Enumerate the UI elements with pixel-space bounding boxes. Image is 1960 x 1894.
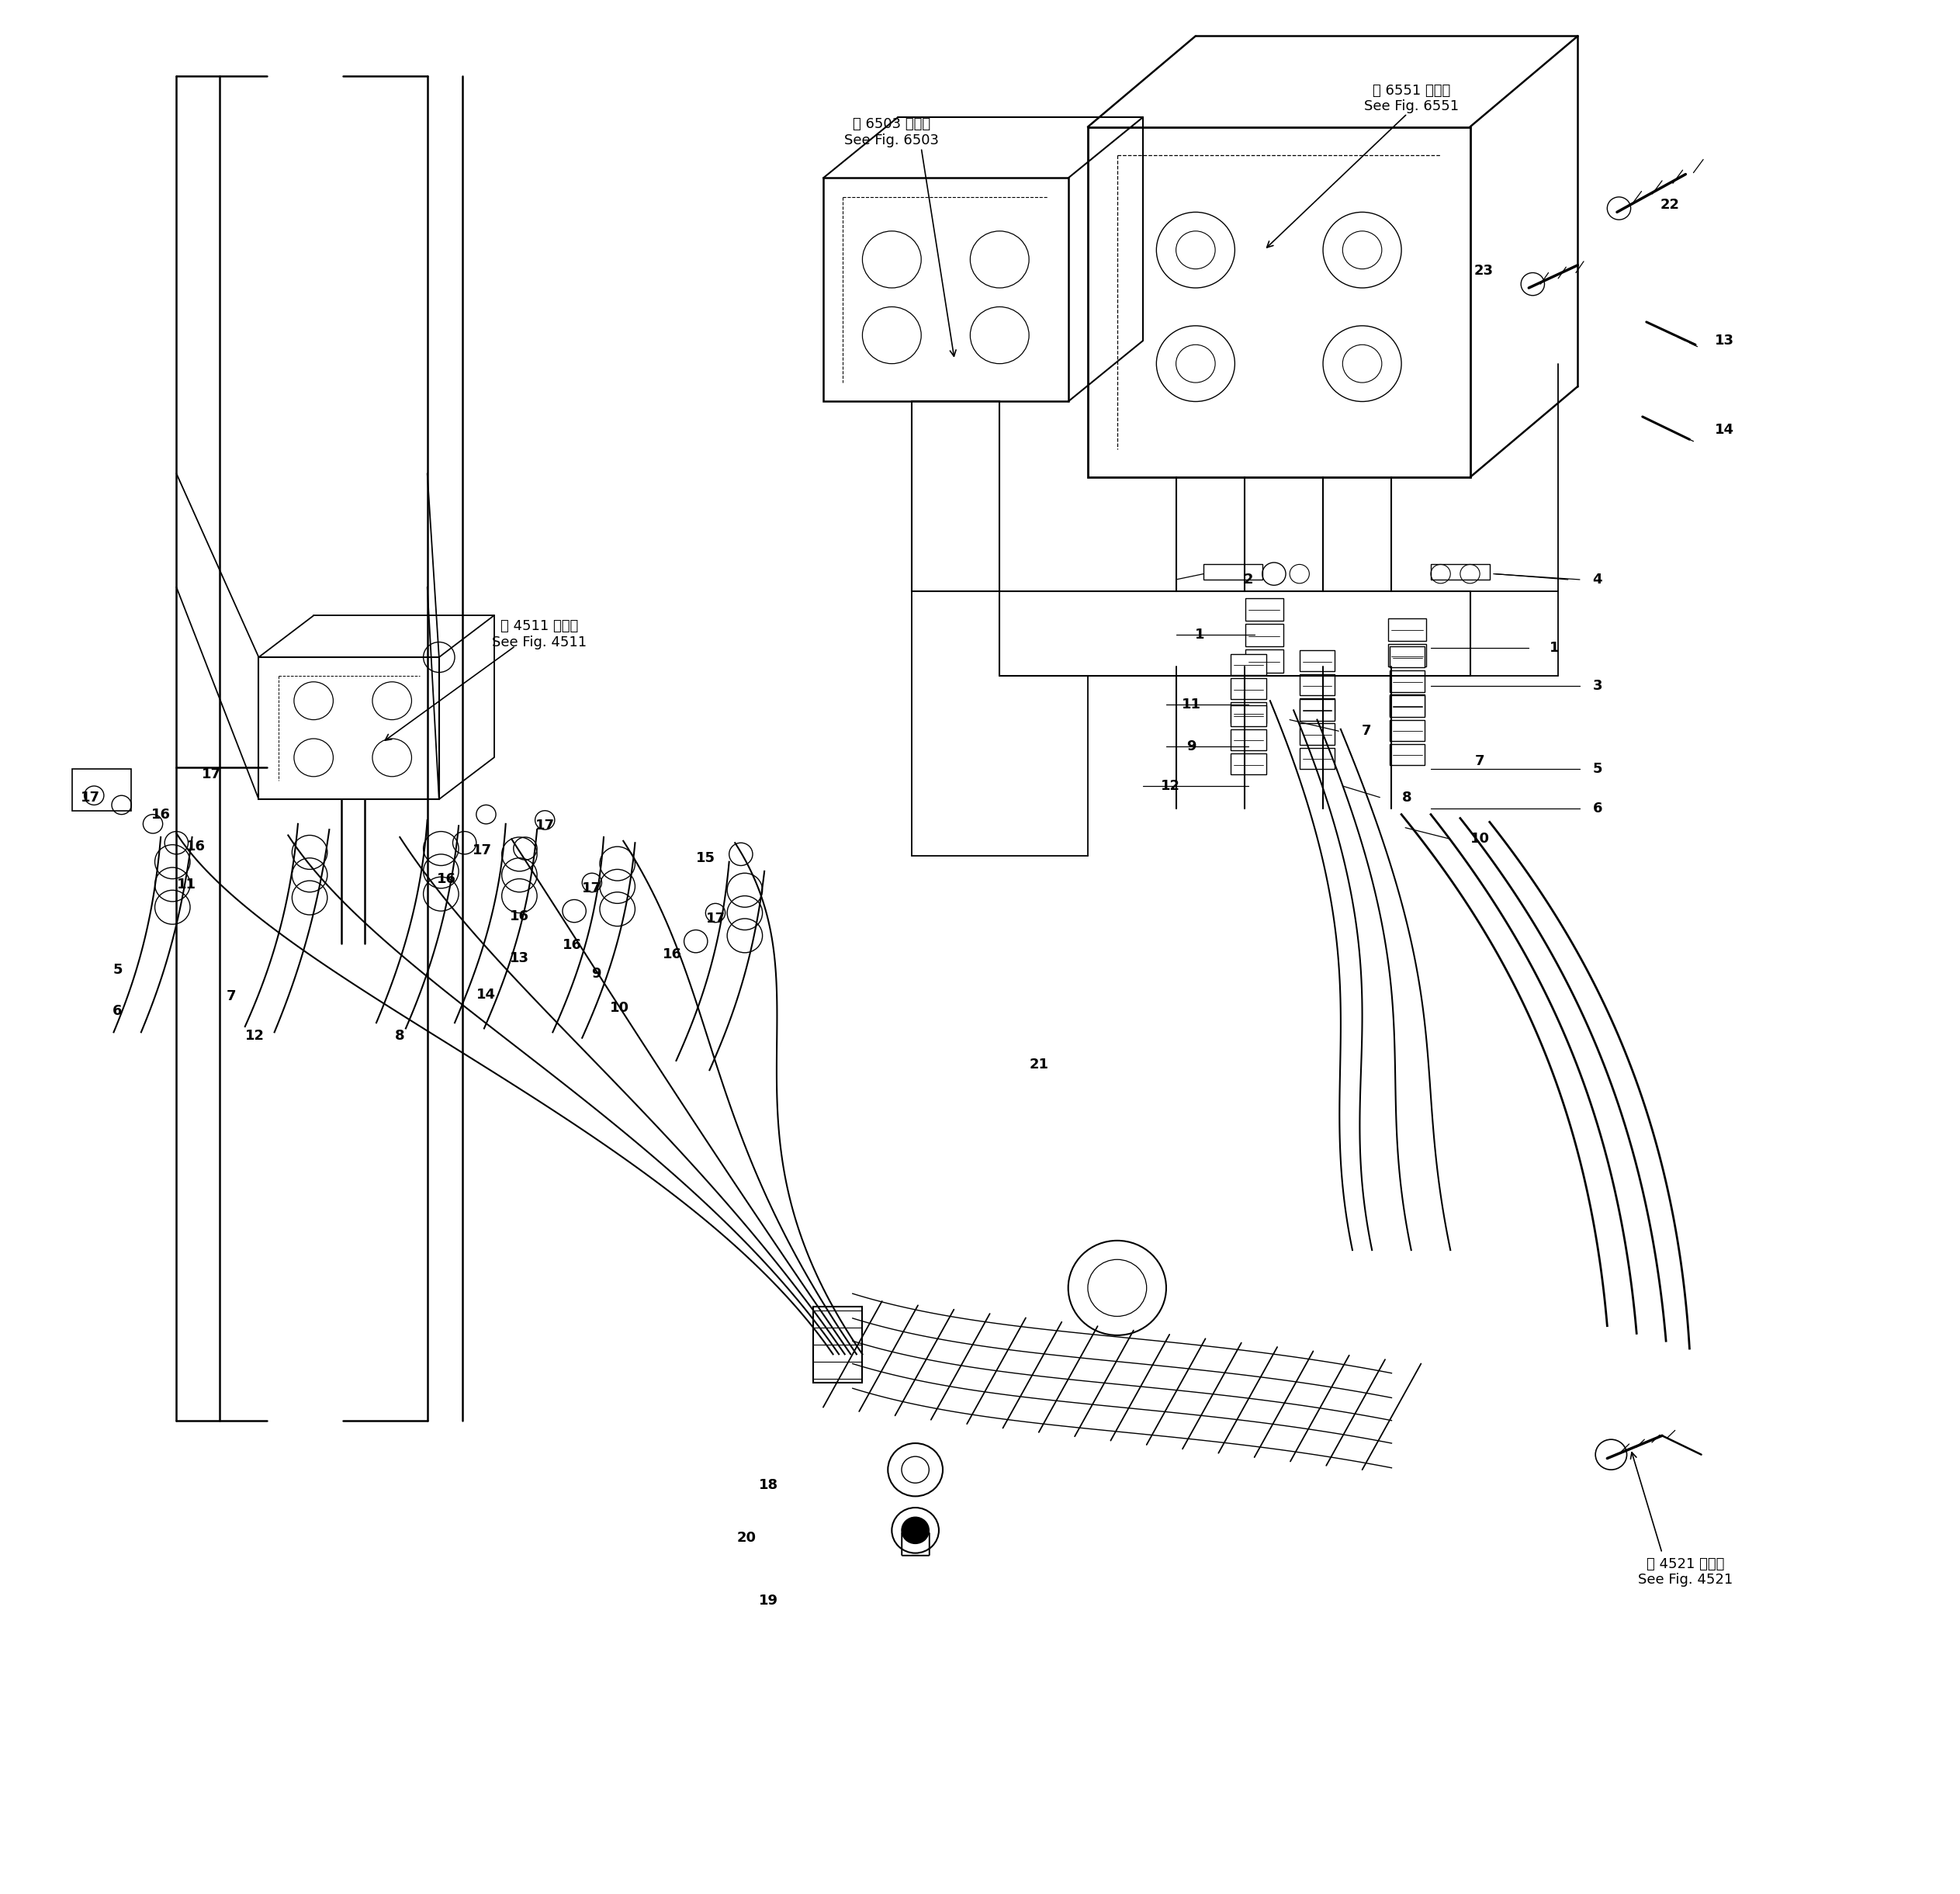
Bar <box>902 1532 929 1555</box>
Text: 第 6503 図参照
See Fig. 6503: 第 6503 図参照 See Fig. 6503 <box>845 117 939 148</box>
Text: 4: 4 <box>1593 572 1601 587</box>
Bar <box>1390 744 1425 765</box>
Text: 第 6551 図参照
See Fig. 6551: 第 6551 図参照 See Fig. 6551 <box>1364 83 1458 114</box>
Text: 12: 12 <box>245 1028 265 1044</box>
Bar <box>1299 724 1335 744</box>
Text: 10: 10 <box>1470 831 1490 847</box>
Text: 16: 16 <box>186 839 206 854</box>
Bar <box>1390 695 1425 716</box>
Text: 8: 8 <box>1403 790 1411 805</box>
Bar <box>813 1307 862 1383</box>
Text: 3: 3 <box>1593 678 1601 693</box>
Bar <box>1388 617 1427 640</box>
Bar <box>1299 674 1335 695</box>
Text: 16: 16 <box>662 947 682 962</box>
Text: 12: 12 <box>1160 778 1180 794</box>
Bar <box>1299 699 1335 720</box>
Text: 20: 20 <box>737 1530 757 1546</box>
Text: 17: 17 <box>80 790 100 805</box>
Bar <box>1388 644 1427 667</box>
Bar <box>1245 599 1284 621</box>
Bar <box>1231 653 1266 676</box>
Text: 13: 13 <box>510 951 529 966</box>
Text: 1: 1 <box>1196 627 1203 642</box>
Text: 1: 1 <box>1550 640 1558 655</box>
Bar <box>902 1532 929 1555</box>
Text: 6: 6 <box>1593 801 1601 816</box>
Bar <box>1390 646 1425 669</box>
Bar <box>1299 650 1335 672</box>
Text: 17: 17 <box>202 767 221 782</box>
Text: 9: 9 <box>592 966 600 981</box>
Text: 18: 18 <box>759 1477 778 1492</box>
Text: 21: 21 <box>1029 1057 1049 1072</box>
Text: 17: 17 <box>472 843 492 858</box>
Bar <box>902 1532 929 1555</box>
Bar <box>902 1532 929 1555</box>
Text: 16: 16 <box>563 938 582 953</box>
Text: 15: 15 <box>696 850 715 866</box>
Bar <box>1390 670 1425 691</box>
Bar <box>1299 699 1335 722</box>
Bar <box>902 1532 929 1555</box>
Text: 13: 13 <box>1715 333 1735 348</box>
Text: 2: 2 <box>1245 572 1252 587</box>
Text: 17: 17 <box>535 818 555 833</box>
Bar <box>73 769 131 811</box>
Bar <box>1231 729 1266 750</box>
Bar <box>259 657 439 799</box>
Text: 7: 7 <box>1362 724 1370 739</box>
Text: 23: 23 <box>1474 263 1494 278</box>
Bar <box>1088 127 1470 477</box>
Text: 16: 16 <box>510 909 529 924</box>
Text: 6: 6 <box>114 1004 122 1019</box>
Text: 8: 8 <box>396 1028 404 1044</box>
Text: 17: 17 <box>706 911 725 926</box>
Bar <box>1231 678 1266 699</box>
Text: 17: 17 <box>582 881 602 896</box>
Circle shape <box>902 1517 929 1544</box>
Text: 11: 11 <box>1182 697 1201 712</box>
Text: 16: 16 <box>151 807 171 822</box>
Bar <box>1203 564 1262 580</box>
Text: 10: 10 <box>610 1000 629 1015</box>
Bar <box>1390 695 1425 718</box>
Bar <box>1245 623 1284 646</box>
Text: 第 4521 図参照
See Fig. 4521: 第 4521 図参照 See Fig. 4521 <box>1639 1557 1733 1587</box>
Text: 9: 9 <box>1188 739 1196 754</box>
Bar <box>1231 754 1266 775</box>
Text: 11: 11 <box>176 877 196 892</box>
Text: 14: 14 <box>1715 422 1735 438</box>
Bar <box>1231 703 1266 724</box>
Text: 16: 16 <box>437 871 457 886</box>
Bar <box>1299 748 1335 769</box>
Bar <box>902 1532 929 1555</box>
Bar <box>1245 650 1284 672</box>
Text: 7: 7 <box>1476 754 1484 769</box>
Text: 22: 22 <box>1660 197 1680 212</box>
Text: 19: 19 <box>759 1593 778 1608</box>
Bar <box>1390 720 1425 741</box>
Text: 14: 14 <box>476 987 496 1002</box>
Text: 5: 5 <box>1593 761 1601 777</box>
Bar <box>1431 564 1490 580</box>
Text: 第 4511 図参照
See Fig. 4511: 第 4511 図参照 See Fig. 4511 <box>492 619 586 650</box>
Text: 7: 7 <box>227 989 235 1004</box>
Bar <box>823 178 1068 402</box>
Text: 5: 5 <box>114 962 122 977</box>
Bar <box>1231 705 1266 727</box>
